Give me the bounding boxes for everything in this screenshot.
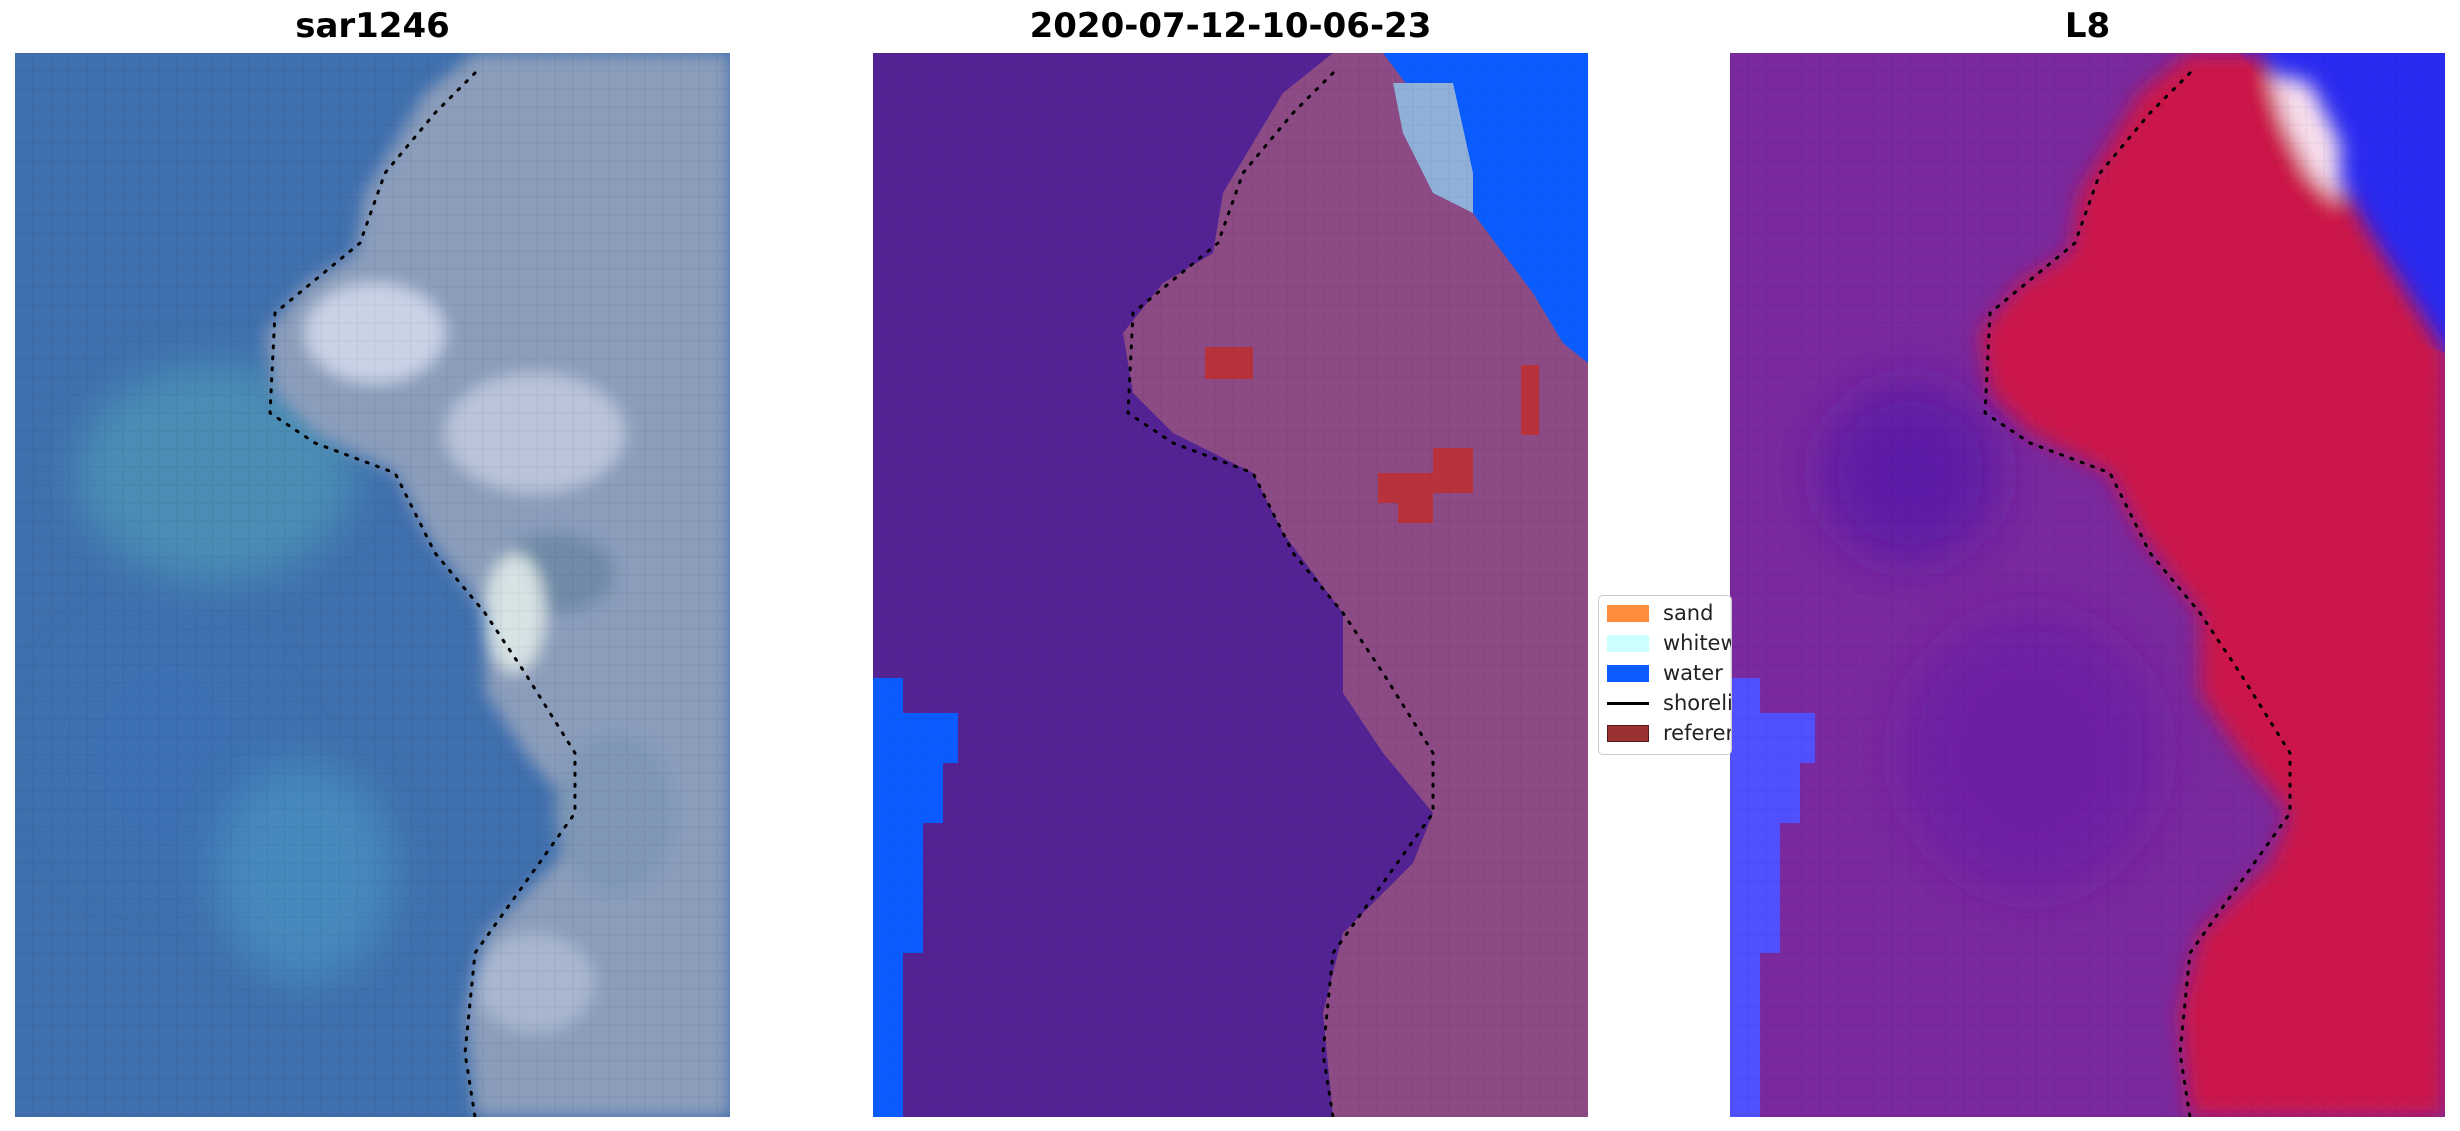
sand-swatch [1607, 604, 1649, 622]
whitewater-swatch [1607, 634, 1649, 652]
legend-item-sand: sand [1607, 601, 1713, 625]
shoreline-line-sample [1607, 701, 1649, 705]
shoreline-trace [1983, 71, 2292, 1117]
legend-label-water: water [1663, 661, 1723, 685]
shoreline-trace [268, 71, 577, 1117]
reference-swatch [1607, 724, 1649, 742]
rgb-image-panel [15, 53, 730, 1117]
legend-item-water: water [1607, 661, 1723, 685]
panel-title-1: sar1246 [295, 6, 450, 46]
panel-title-3: L8 [2064, 6, 2111, 46]
shoreline-trace [1126, 71, 1435, 1117]
legend-label-shoreline: shoreline [1663, 691, 1731, 715]
panel-title-2: 2020-07-12-10-06-23 [1029, 6, 1432, 46]
legend-item-shoreline: shoreline [1607, 691, 1731, 715]
water-swatch [1607, 664, 1649, 682]
legend-item-reference: reference [1607, 721, 1731, 745]
classified-image-panel [873, 53, 1588, 1117]
ndwi-image-panel [1730, 53, 2445, 1117]
legend-label-reference: reference [1663, 721, 1731, 745]
legend-label-sand: sand [1663, 601, 1714, 625]
